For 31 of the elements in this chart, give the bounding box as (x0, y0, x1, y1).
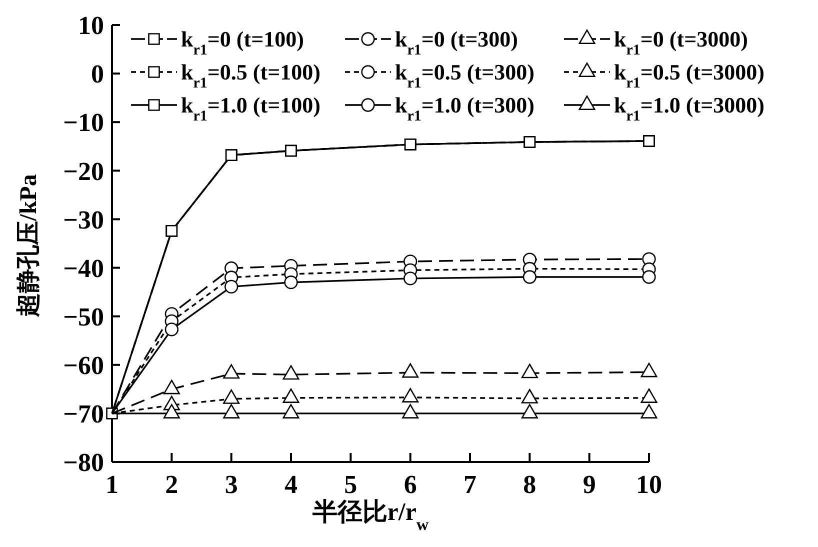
x-tick-label: 10 (636, 470, 662, 500)
legend-label: k$_{r1}$=1.0 (t=100) (181, 92, 320, 125)
x-tick-label: 7 (464, 470, 476, 500)
legend-label: k$_{r1}$=0 (t=100) (181, 26, 304, 59)
x-tick-label: 9 (582, 470, 596, 500)
legend-label: k$_{r1}$=1.0 (t=3000) (614, 92, 764, 125)
y-tick-label: −10 (63, 108, 104, 138)
y-tick-label: −40 (63, 254, 104, 283)
y-axis-title: 超静孔压/kPa (16, 174, 42, 318)
y-tick-label: −80 (63, 448, 104, 478)
x-tick-label: 4 (284, 470, 298, 500)
legend-label: k$_{r1}$=0 (t=3000) (614, 26, 748, 59)
legend-label: k$_{r1}$=1.0 (t=300) (395, 92, 534, 125)
legend-label: k$_{r1}$=0 (t=300) (395, 26, 518, 59)
y-tick-label: 10 (78, 11, 104, 40)
x-tick-label: 5 (344, 470, 358, 500)
y-tick-label: 0 (91, 60, 104, 89)
legend-label: k$_{r1}$=0.5 (t=3000) (614, 60, 764, 92)
y-tick-label: −30 (63, 205, 104, 234)
x-axis-title: 半径比r/r$_{w}$ (311, 498, 430, 534)
y-tick-label: −70 (63, 400, 104, 429)
x-tick-label: 8 (523, 470, 536, 500)
x-tick-label: 1 (106, 470, 118, 500)
legend-label: k$_{r1}$=0.5 (t=100) (181, 60, 320, 92)
y-tick-label: −60 (63, 350, 104, 380)
y-tick-label: −20 (63, 156, 104, 186)
x-tick-label: 2 (165, 470, 178, 500)
x-tick-label: 6 (404, 470, 417, 500)
x-tick-label: 3 (224, 470, 238, 500)
legend-label: k$_{r1}$=0.5 (t=300) (395, 60, 534, 92)
y-tick-label: −50 (63, 302, 104, 332)
